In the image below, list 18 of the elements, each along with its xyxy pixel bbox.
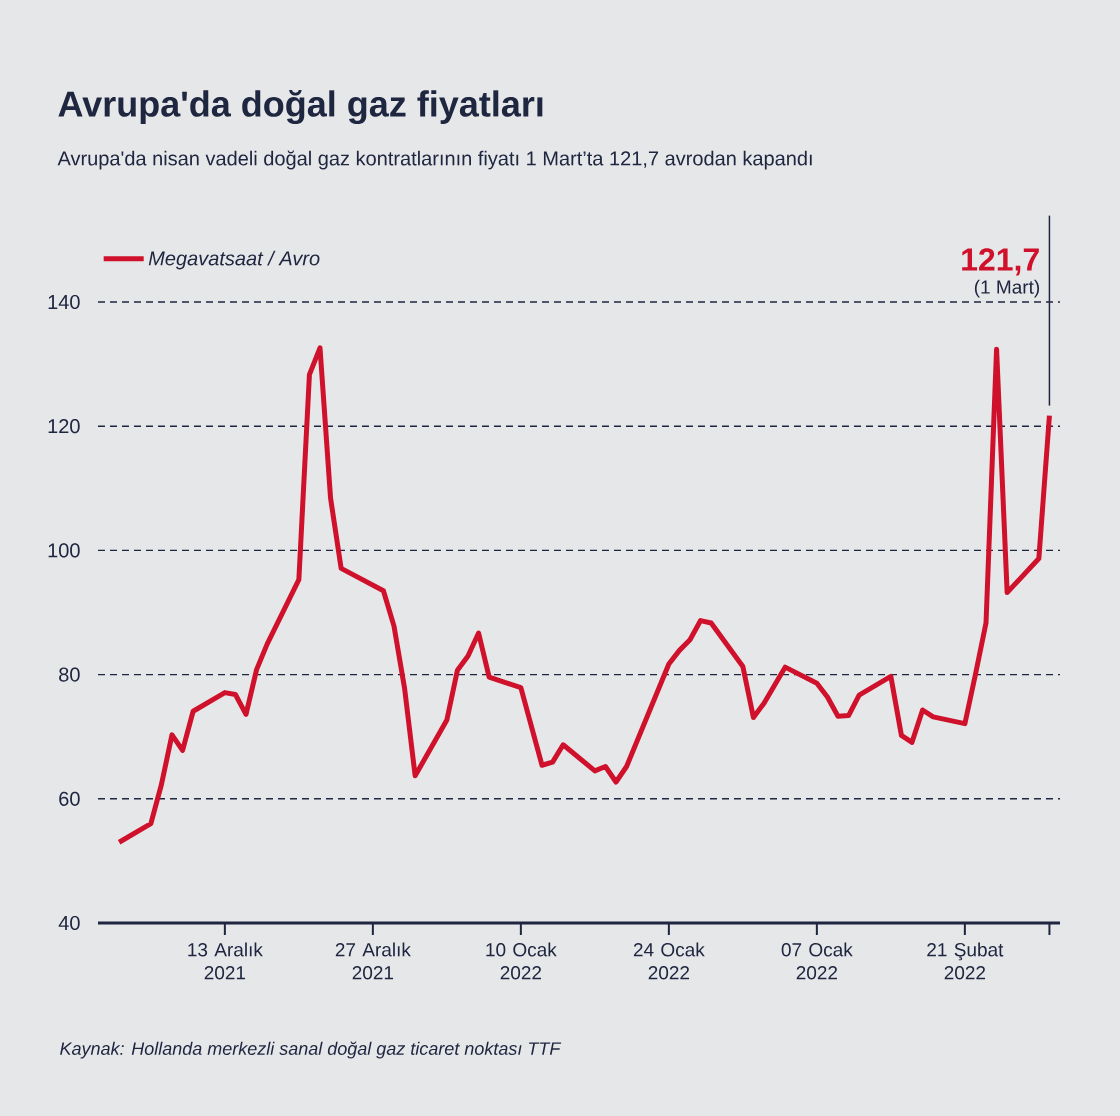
x-tick-label: 21 Şubat 2022	[927, 942, 1004, 980]
text: Kaynak: Hollanda merkezli sanal doğal gaz ticaret noktası TTF	[60, 1041, 562, 1059]
y-tick-label: 100	[48, 543, 80, 558]
y-tick-label: 140	[48, 294, 80, 310]
text: 121,7	[962, 248, 1039, 276]
y-tick-label: 80	[59, 667, 80, 682]
x-tick-label: 07 Ocak 2022	[781, 942, 853, 980]
chart-subtitle: Avrupa'da nisan vadeli doğal gaz kontratlarının fiyatı 1 Mart’ta 121,7 avrodan kapandı	[57, 150, 812, 170]
y-tick-label: 40	[58, 915, 80, 931]
x-tick-label: 27 Aralık 2021	[335, 942, 411, 980]
x-tick-label: 13 Aralık 2021	[188, 942, 263, 980]
x-tick-label: 10 Ocak 2022	[486, 942, 557, 980]
chart-title: Avrupa'da doğal gaz fiyatları	[58, 89, 543, 125]
x-tick-label: 24 Ocak 2022	[633, 942, 705, 980]
legend-label: Megavatsaat / Avro	[148, 250, 320, 270]
y-tick-label: 60	[59, 791, 80, 806]
text: (1 Mart)	[974, 279, 1040, 298]
y-tick-label: 120	[48, 419, 80, 434]
